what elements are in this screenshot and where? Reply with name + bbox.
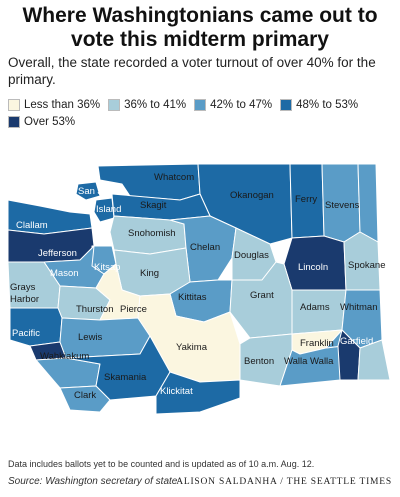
county-spokane bbox=[343, 231, 381, 291]
label-clark: Clark bbox=[74, 390, 96, 401]
label-walla-walla: Walla Walla bbox=[284, 356, 334, 367]
legend-label-lt36: Less than 36% bbox=[24, 98, 101, 111]
legend-item-42-47: 42% to 47% bbox=[194, 97, 272, 113]
label-skagit: Skagit bbox=[140, 200, 167, 211]
label-grays: Grays bbox=[10, 282, 36, 293]
county-island bbox=[93, 197, 115, 223]
label-benton: Benton bbox=[244, 356, 274, 367]
legend-row-2: Over 53% bbox=[8, 113, 398, 130]
label-kitsap: Kitsap bbox=[94, 262, 120, 273]
label-harbor: Harbor bbox=[10, 294, 39, 305]
label-skamania: Skamania bbox=[104, 372, 147, 383]
chart-title: Where Washingtonians came out to vote th… bbox=[0, 4, 400, 52]
label-lewis: Lewis bbox=[78, 332, 103, 343]
label-douglas: Douglas bbox=[234, 250, 269, 261]
county-klickitat bbox=[155, 371, 241, 415]
legend-item-48-53: 48% to 53% bbox=[280, 97, 358, 113]
label-ferry: Ferry bbox=[295, 194, 317, 205]
label-san-juan: San Juan bbox=[78, 186, 118, 197]
county-asotin bbox=[357, 339, 391, 381]
county-clark bbox=[59, 385, 111, 413]
legend-label-gt53: Over 53% bbox=[24, 115, 76, 128]
label-pierce: Pierce bbox=[120, 304, 147, 315]
legend-swatch-gt53 bbox=[8, 115, 20, 128]
label-mason: Mason bbox=[50, 268, 79, 279]
subtitle: Overall, the state recorded a voter turn… bbox=[8, 55, 376, 87]
title-line-2: vote this midterm primary bbox=[71, 28, 329, 51]
label-clallam: Clallam bbox=[16, 220, 48, 231]
county-garfield bbox=[337, 329, 361, 381]
legend-label-36-41: 36% to 41% bbox=[124, 98, 187, 111]
legend-item-36-41: 36% to 41% bbox=[108, 97, 186, 113]
label-whatcom: Whatcom bbox=[154, 172, 194, 183]
legend-swatch-36-41 bbox=[108, 98, 121, 111]
label-grant: Grant bbox=[250, 290, 274, 301]
source-line: Source: Washington secretary of state bbox=[8, 476, 178, 487]
label-kittitas: Kittitas bbox=[178, 292, 207, 303]
label-klickitat: Klickitat bbox=[160, 386, 193, 397]
label-wahkiakum: Wahkiakum bbox=[40, 351, 89, 362]
data-note: Data includes ballots yet to be counted … bbox=[8, 459, 315, 469]
legend: Less than 36% 36% to 41% 42% to 47% 48% … bbox=[8, 96, 398, 130]
legend-label-48-53: 48% to 53% bbox=[296, 98, 359, 111]
washington-county-map: Whatcom Okanogan Ferry Stevens San Juan … bbox=[7, 163, 391, 415]
title-line-1: Where Washingtonians came out to bbox=[22, 4, 378, 27]
label-spokane: Spokane bbox=[348, 260, 386, 271]
label-franklin: Franklin bbox=[300, 338, 334, 349]
county-pacific bbox=[9, 307, 63, 347]
legend-swatch-lt36 bbox=[8, 98, 20, 111]
label-pacific: Pacific bbox=[12, 328, 40, 339]
label-garfield: Garfield bbox=[340, 336, 373, 347]
label-whitman: Whitman bbox=[340, 302, 377, 313]
legend-item-lt36: Less than 36% bbox=[8, 97, 100, 113]
label-yakima: Yakima bbox=[176, 342, 208, 353]
legend-item-gt53: Over 53% bbox=[8, 114, 75, 130]
legend-swatch-42-47 bbox=[194, 98, 207, 111]
label-adams: Adams bbox=[300, 302, 330, 313]
legend-swatch-48-53 bbox=[280, 98, 293, 111]
label-lincoln: Lincoln bbox=[298, 262, 328, 273]
label-king: King bbox=[140, 268, 159, 279]
county-pend-oreille bbox=[357, 163, 379, 243]
label-okanogan: Okanogan bbox=[230, 190, 274, 201]
label-jefferson: Jefferson bbox=[38, 248, 77, 259]
credit-line: ALISON SALDANHA / THE SEATTLE TIMES bbox=[176, 477, 392, 487]
legend-row-1: Less than 36% 36% to 41% 42% to 47% 48% … bbox=[8, 96, 398, 113]
label-thurston: Thurston bbox=[76, 304, 114, 315]
legend-label-42-47: 42% to 47% bbox=[210, 98, 273, 111]
label-island: Island bbox=[96, 204, 121, 215]
label-chelan: Chelan bbox=[190, 242, 220, 253]
county-san-juan bbox=[75, 181, 101, 201]
label-stevens: Stevens bbox=[325, 200, 360, 211]
label-snohomish: Snohomish bbox=[128, 228, 176, 239]
